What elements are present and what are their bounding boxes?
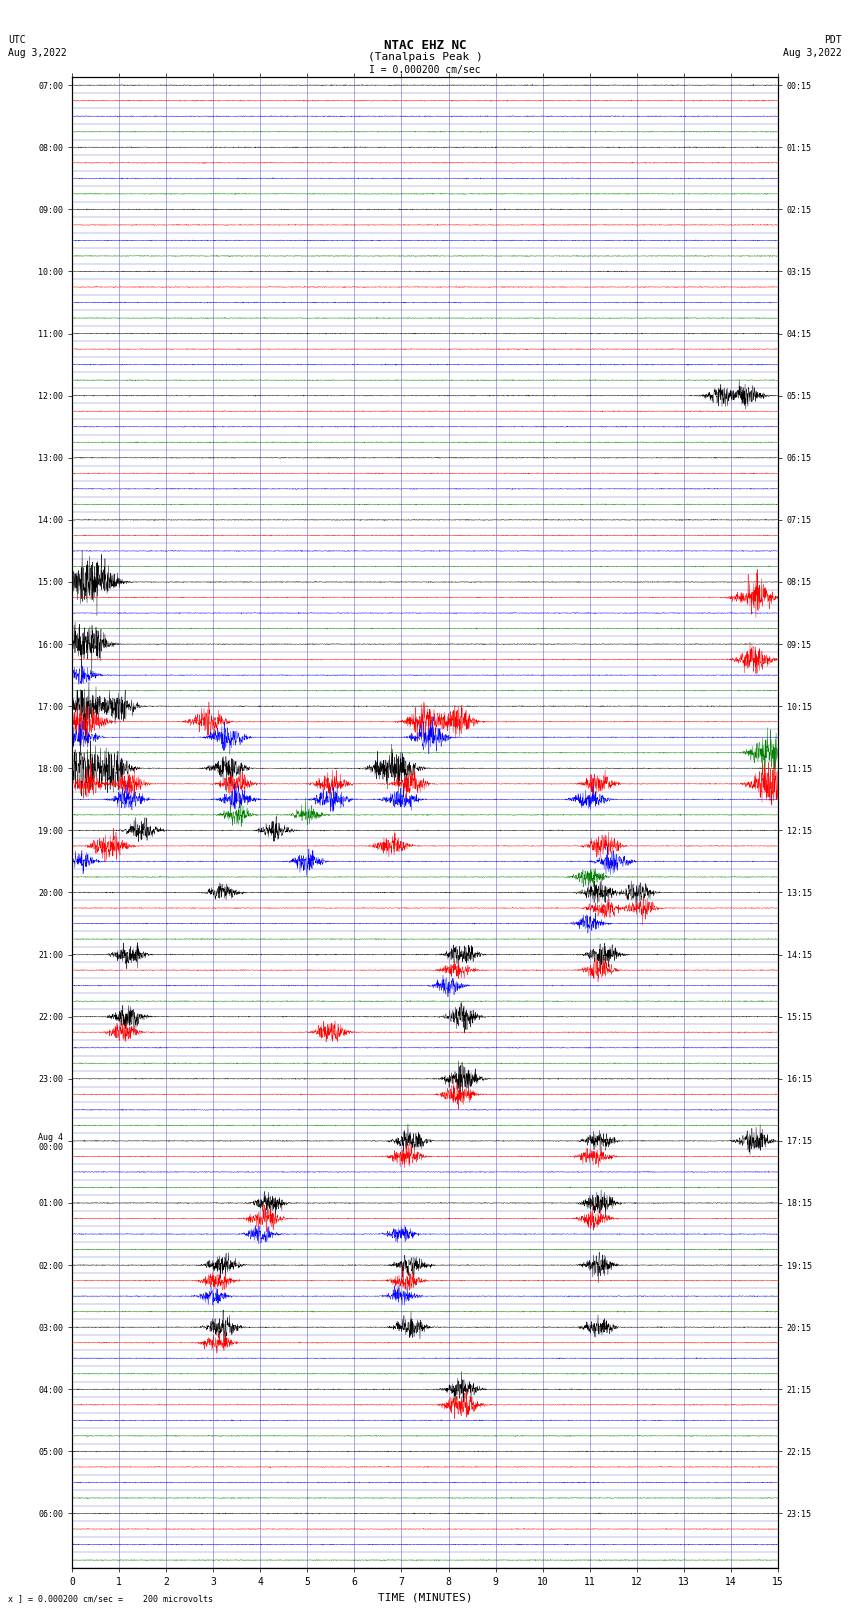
Text: NTAC EHZ NC: NTAC EHZ NC: [383, 39, 467, 52]
Text: (Tanalpais Peak ): (Tanalpais Peak ): [367, 52, 483, 61]
Text: PDT: PDT: [824, 35, 842, 45]
Text: UTC: UTC: [8, 35, 26, 45]
Text: I = 0.000200 cm/sec: I = 0.000200 cm/sec: [369, 65, 481, 74]
Text: Aug 3,2022: Aug 3,2022: [8, 48, 67, 58]
Text: Aug 3,2022: Aug 3,2022: [783, 48, 842, 58]
X-axis label: TIME (MINUTES): TIME (MINUTES): [377, 1592, 473, 1602]
Text: x ] = 0.000200 cm/sec =    200 microvolts: x ] = 0.000200 cm/sec = 200 microvolts: [8, 1594, 213, 1603]
